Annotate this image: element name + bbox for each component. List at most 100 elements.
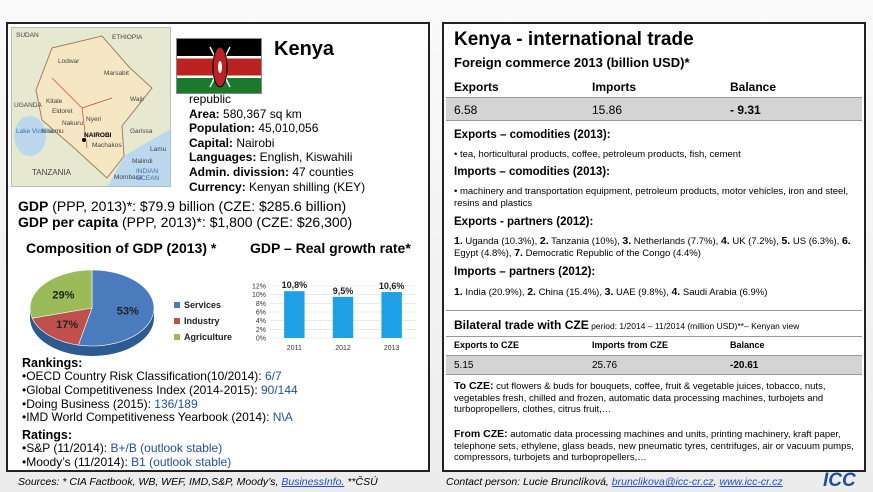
- ranking-item: •IMD World Competitiveness Yearbook (201…: [22, 410, 293, 425]
- map-label: Mombasa: [114, 174, 143, 181]
- fact-row: Population: 45,010,056: [189, 121, 319, 136]
- trade-values-row: 6.58 15.86 - 9.31: [446, 97, 862, 121]
- bilateral-title: Bilateral trade with CZE period: 1/2014 …: [454, 318, 800, 332]
- exports-partners-text: 1. Uganda (10.3%), 2. Tanzania (10%), 3.…: [454, 235, 851, 259]
- bar-2012: [332, 296, 354, 338]
- ranking-item: •Doing Business (2015): 136/189: [22, 396, 198, 411]
- from-cze-text: From CZE: automatic data processing mach…: [454, 428, 854, 464]
- country-name: Kenya: [274, 38, 335, 60]
- pie-value-label: 53%: [117, 305, 139, 317]
- pie-slice-services: [77, 269, 155, 347]
- y-tick-label: 6%: [256, 310, 266, 317]
- email-link[interactable]: brunclikova@icc-cr.cz: [611, 476, 714, 488]
- map-label: Lamu: [150, 146, 167, 153]
- fact-row: Languages: English, Kiswahili: [189, 150, 353, 165]
- trade-title: Kenya - international trade: [454, 29, 694, 50]
- gdp-line: GDP (PPP, 2013)*: $79.9 billion (CZE: $2…: [18, 198, 347, 214]
- bar-data-label: 9,5%: [333, 286, 354, 296]
- trade-subtitle: Foreign commerce 2013 (billion USD)*: [454, 55, 690, 70]
- y-tick-label: 8%: [256, 301, 266, 308]
- bilateral-values-row: 5.15 25.76 -20.61: [446, 355, 862, 375]
- bilateral-header-exports: Exports to CZE: [454, 340, 520, 350]
- exports-partners-title: Exports - partners (2012):: [454, 216, 594, 228]
- map-label: Kitale: [46, 98, 63, 105]
- rating-item: •S&P (11/2014): B+/B (outlook stable): [22, 441, 223, 455]
- map-label: Nyeri: [86, 116, 102, 123]
- x-tick-label: 2012: [335, 345, 351, 352]
- map-label: UGANDA: [14, 102, 42, 109]
- legend-swatch: [174, 334, 180, 340]
- imports-commodities-title: Imports – comodities (2013):: [454, 166, 610, 178]
- bilateral-value-imports: 25.76: [592, 360, 618, 371]
- map-label: Malindi: [132, 158, 153, 165]
- map-label: Lodwar: [58, 58, 80, 65]
- divider: [446, 310, 862, 311]
- composition-title: Composition of GDP (2013) *: [26, 240, 217, 256]
- ratings-title: Ratings:: [22, 428, 72, 442]
- map-label: NAIROBI: [84, 132, 112, 139]
- trade-value-exports: 6.58: [454, 103, 478, 117]
- map-shape: [12, 28, 170, 186]
- map-label: INDIAN OCEAN: [136, 168, 160, 182]
- legend-swatch: [174, 302, 180, 308]
- legend-label: Services: [184, 300, 221, 310]
- exports-commodities-text: • tea, horticultural products, coffee, p…: [454, 149, 741, 160]
- imports-commodities-text: • machinery and transportation equipment…: [454, 186, 849, 209]
- y-tick-label: 4%: [256, 318, 266, 325]
- map-label: Garissa: [130, 128, 153, 135]
- country-profile-panel: SUDAN ETHIOPIA UGANDA Lodwar Marsabit Wa…: [6, 22, 430, 472]
- imports-partners-text: 1. India (20.9%), 2. China (15.4%), 3. U…: [454, 286, 768, 298]
- bilateral-value-exports: 5.15: [454, 360, 474, 371]
- rankings-title: Rankings:: [22, 356, 83, 370]
- gdp-growth-bar-chart: 0% 2% 4%6% 8% 10%12% 10,8% 2011 9,5% 2012 10,6% 20…: [252, 280, 416, 352]
- map-label: Machakos: [92, 142, 122, 149]
- bilateral-header-balance: Balance: [730, 340, 765, 350]
- sources-footer: Sources: * CIA Factbook, WB, WEF, IMD,S&…: [18, 476, 378, 488]
- y-tick-label: 10%: [252, 292, 266, 299]
- gdp-per-capita-line: GDP per capita (PPP, 2013)*: $1,800 (CZE…: [18, 214, 353, 230]
- trade-header-exports: Exports: [454, 80, 499, 94]
- y-tick-label: 2%: [256, 327, 266, 334]
- contact-footer: Contact person: Lucie Brunclíková, brunc…: [446, 476, 783, 488]
- map-label: Lake Victoria: [16, 128, 54, 135]
- map-label: SUDAN: [16, 32, 39, 39]
- trade-value-balance: - 9.31: [730, 103, 761, 117]
- legend-swatch: [174, 318, 180, 324]
- bar-data-label: 10,6%: [379, 281, 405, 291]
- divider: [446, 336, 862, 337]
- x-tick-label: 2013: [384, 345, 400, 352]
- country-facts: republic Area: 580,367 sq km Population:…: [189, 92, 365, 194]
- pie-value-label: 17%: [56, 319, 78, 331]
- map-label: Eldoret: [52, 108, 73, 115]
- businessinfo-link[interactable]: BusinessInfo.: [281, 476, 345, 488]
- growth-title: GDP – Real growth rate*: [250, 240, 411, 256]
- x-tick-label: 2011: [287, 345, 302, 352]
- pie-slice-industry: [31, 307, 93, 346]
- to-cze-text: To CZE: cut flowers & buds for bouquets,…: [454, 380, 826, 416]
- exports-commodities-title: Exports – comodities (2013):: [454, 129, 611, 141]
- kenya-flag-icon: [176, 38, 262, 94]
- trade-header-balance: Balance: [730, 80, 777, 94]
- gdp-composition-pie-chart: 53% 17% 29% Services Industry Agriculture: [29, 269, 232, 356]
- bar-2013: [381, 292, 402, 338]
- map-label: TANZANIA: [32, 168, 71, 177]
- imports-partners-title: Imports – partners (2012):: [454, 266, 596, 278]
- ranking-item: •Global Competitiveness Index (2014-2015…: [22, 382, 298, 397]
- trade-panel: Kenya - international trade Foreign comm…: [442, 22, 866, 472]
- bar-data-label: 10,8%: [282, 280, 308, 290]
- ratings-list: •S&P (11/2014): B+/B (outlook stable) •M…: [22, 441, 232, 470]
- bar-2011: [284, 291, 305, 338]
- y-tick-label: 12%: [252, 284, 266, 291]
- web-link[interactable]: www.icc-cr.cz: [719, 476, 783, 488]
- map-label: Wajir: [130, 96, 145, 103]
- icc-logo: ICC: [823, 470, 856, 491]
- map-label: Marsabit: [104, 70, 129, 77]
- legend-label: Industry: [184, 316, 220, 326]
- map-label: Nakuru: [62, 120, 83, 127]
- fact-row: Currency: Kenyan shilling (KEY): [189, 179, 366, 194]
- fact-row: Capital: Nairobi: [189, 135, 275, 150]
- pie-slice-agriculture: [29, 269, 93, 319]
- rating-item: •Moody’s (11/2014): B1 (outlook stable): [22, 454, 232, 469]
- kenya-map: SUDAN ETHIOPIA UGANDA Lodwar Marsabit Wa…: [11, 27, 171, 187]
